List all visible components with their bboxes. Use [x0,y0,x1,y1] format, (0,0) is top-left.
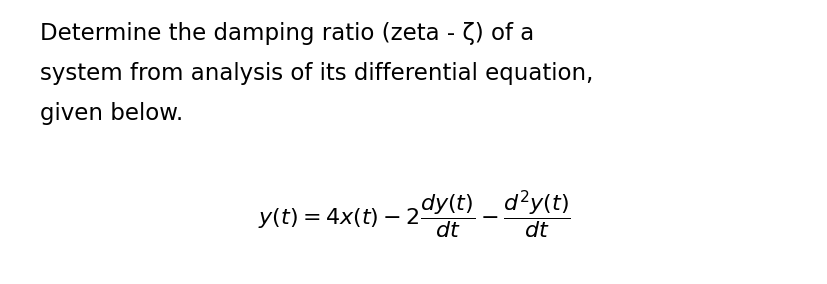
Text: system from analysis of its differential equation,: system from analysis of its differential… [40,62,593,85]
Text: given below.: given below. [40,102,183,125]
Text: Determine the damping ratio (zeta - ζ) of a: Determine the damping ratio (zeta - ζ) o… [40,22,533,45]
Text: $y(t) = 4x(t) - 2\dfrac{dy(t)}{dt} - \dfrac{d^2y(t)}{dt}$: $y(t) = 4x(t) - 2\dfrac{dy(t)}{dt} - \df… [257,189,570,241]
